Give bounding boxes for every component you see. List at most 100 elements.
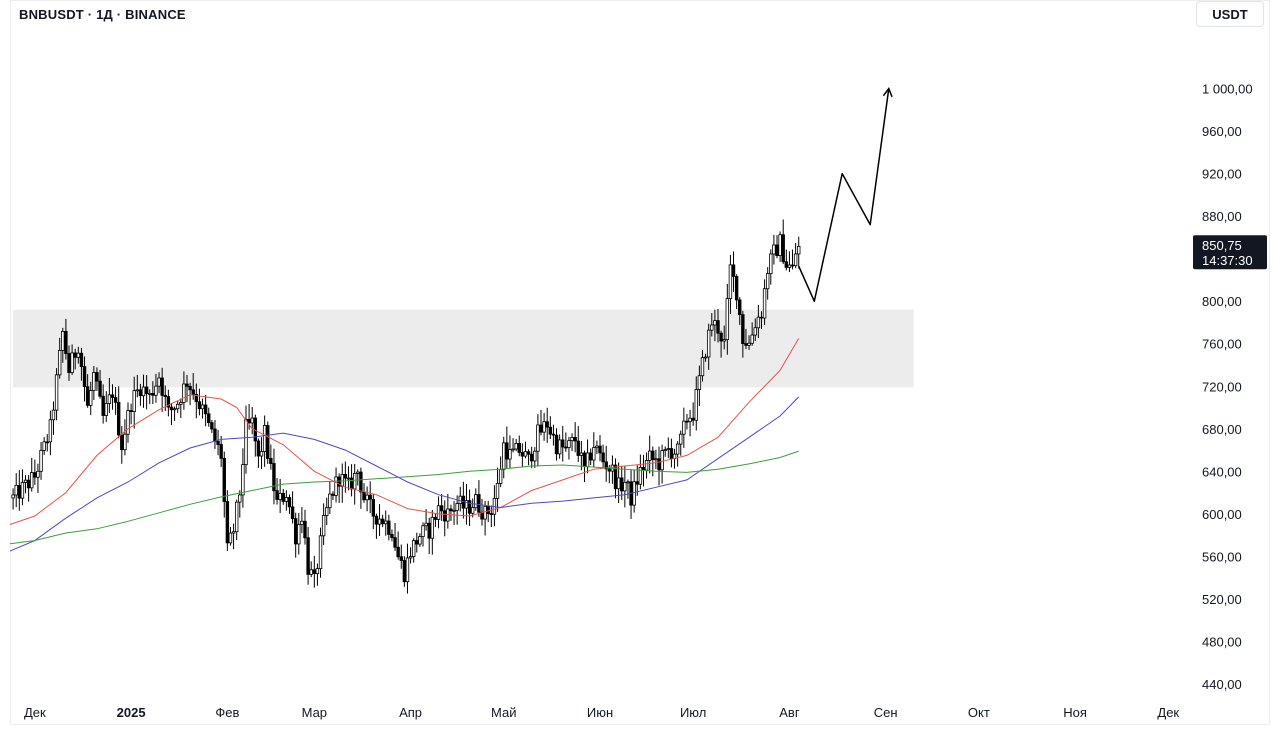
candle-body: [210, 422, 214, 430]
candle: [213, 419, 217, 449]
candle: [306, 526, 310, 585]
projection-layer: [798, 86, 893, 302]
candle-body: [328, 493, 332, 509]
candle: [225, 490, 230, 551]
candle: [126, 402, 130, 443]
candle-body: [309, 569, 313, 575]
time-tick-label: Ноя: [1063, 705, 1087, 720]
candle-body: [700, 357, 705, 377]
candle-body: [259, 451, 264, 457]
candle-body: [415, 540, 419, 545]
candle-body: [427, 522, 431, 539]
candle: [461, 481, 466, 519]
candle-body: [89, 390, 93, 406]
candle-body: [790, 264, 795, 267]
candle: [175, 400, 180, 413]
candle: [390, 529, 394, 542]
candle-body: [663, 449, 667, 452]
candle: [738, 297, 742, 325]
candle: [135, 374, 140, 398]
candle-body: [48, 419, 53, 443]
candle: [439, 493, 444, 521]
candle-body: [725, 298, 730, 340]
candle: [449, 504, 453, 521]
candle: [415, 532, 419, 553]
candle-body: [769, 253, 773, 275]
candle: [374, 513, 379, 539]
price-tick-label: 1 000,00: [1202, 81, 1253, 96]
candle: [231, 523, 236, 550]
candle: [241, 448, 245, 508]
candle-body: [191, 389, 195, 395]
candle-body: [272, 463, 276, 492]
candle-body: [694, 389, 698, 421]
candle: [663, 446, 667, 457]
candle-body: [20, 482, 25, 499]
candle: [337, 473, 341, 503]
candle-body: [455, 503, 459, 511]
candle-body: [669, 448, 674, 460]
candle-body: [651, 450, 655, 460]
candle: [290, 491, 295, 524]
candle: [89, 381, 93, 416]
candle-body: [321, 515, 326, 537]
candle-body: [36, 470, 40, 478]
candle-body: [231, 531, 236, 534]
candle: [197, 388, 202, 416]
candle-body: [349, 477, 354, 490]
time-axis[interactable]: Дек 2025 Фев Мар Апр Май Июн Июл Авг Сен Окт Ноя Дек: [24, 705, 1179, 720]
candle: [421, 522, 425, 547]
candle-body: [464, 500, 469, 509]
candle: [42, 437, 46, 455]
candle-body: [188, 385, 192, 391]
candle-body: [135, 389, 140, 392]
candle: [30, 457, 34, 492]
candle-body: [561, 439, 565, 448]
candle: [234, 499, 239, 541]
candle: [39, 442, 43, 480]
candle-body: [570, 437, 574, 441]
candle: [613, 458, 618, 499]
candle: [154, 373, 158, 403]
candle: [26, 474, 31, 502]
candle-body: [626, 481, 630, 484]
candle-body: [449, 508, 453, 512]
last-price-tag: 850,75 14:37:30: [1193, 235, 1267, 270]
candle: [734, 274, 739, 310]
candle: [592, 432, 596, 468]
candle: [98, 369, 102, 399]
candle: [51, 401, 56, 435]
candle: [79, 347, 84, 381]
candle: [346, 466, 351, 491]
candles-layer: [11, 219, 801, 594]
candle-body: [502, 442, 506, 470]
candle-body: [411, 540, 416, 557]
candle-body: [585, 452, 590, 468]
candle-body: [101, 395, 105, 416]
candle-body: [92, 372, 96, 391]
candle: [194, 383, 199, 419]
currency-button[interactable]: USDT: [1196, 1, 1264, 27]
candle: [101, 384, 105, 424]
candle: [166, 389, 171, 417]
candle: [144, 375, 149, 410]
symbol-title[interactable]: BNBUSDT · 1Д · BINANCE: [19, 7, 186, 22]
candle: [526, 449, 531, 466]
candle: [784, 249, 789, 271]
candle-body: [436, 505, 441, 520]
candle: [793, 243, 798, 269]
candle-body: [738, 299, 742, 316]
price-axis[interactable]: 1 000,00 960,00 920,00 880,00 800,00 760,00 72…: [1202, 81, 1253, 692]
candle: [604, 445, 608, 482]
candle: [402, 556, 407, 587]
candle: [570, 433, 574, 452]
candle: [470, 498, 475, 518]
candle-body: [710, 324, 714, 331]
time-tick-label: Авг: [779, 705, 800, 720]
candle-body: [564, 446, 568, 449]
candle-body: [598, 445, 602, 454]
candle-body: [278, 492, 282, 500]
candle-body: [592, 447, 596, 461]
candle-body: [85, 386, 90, 406]
